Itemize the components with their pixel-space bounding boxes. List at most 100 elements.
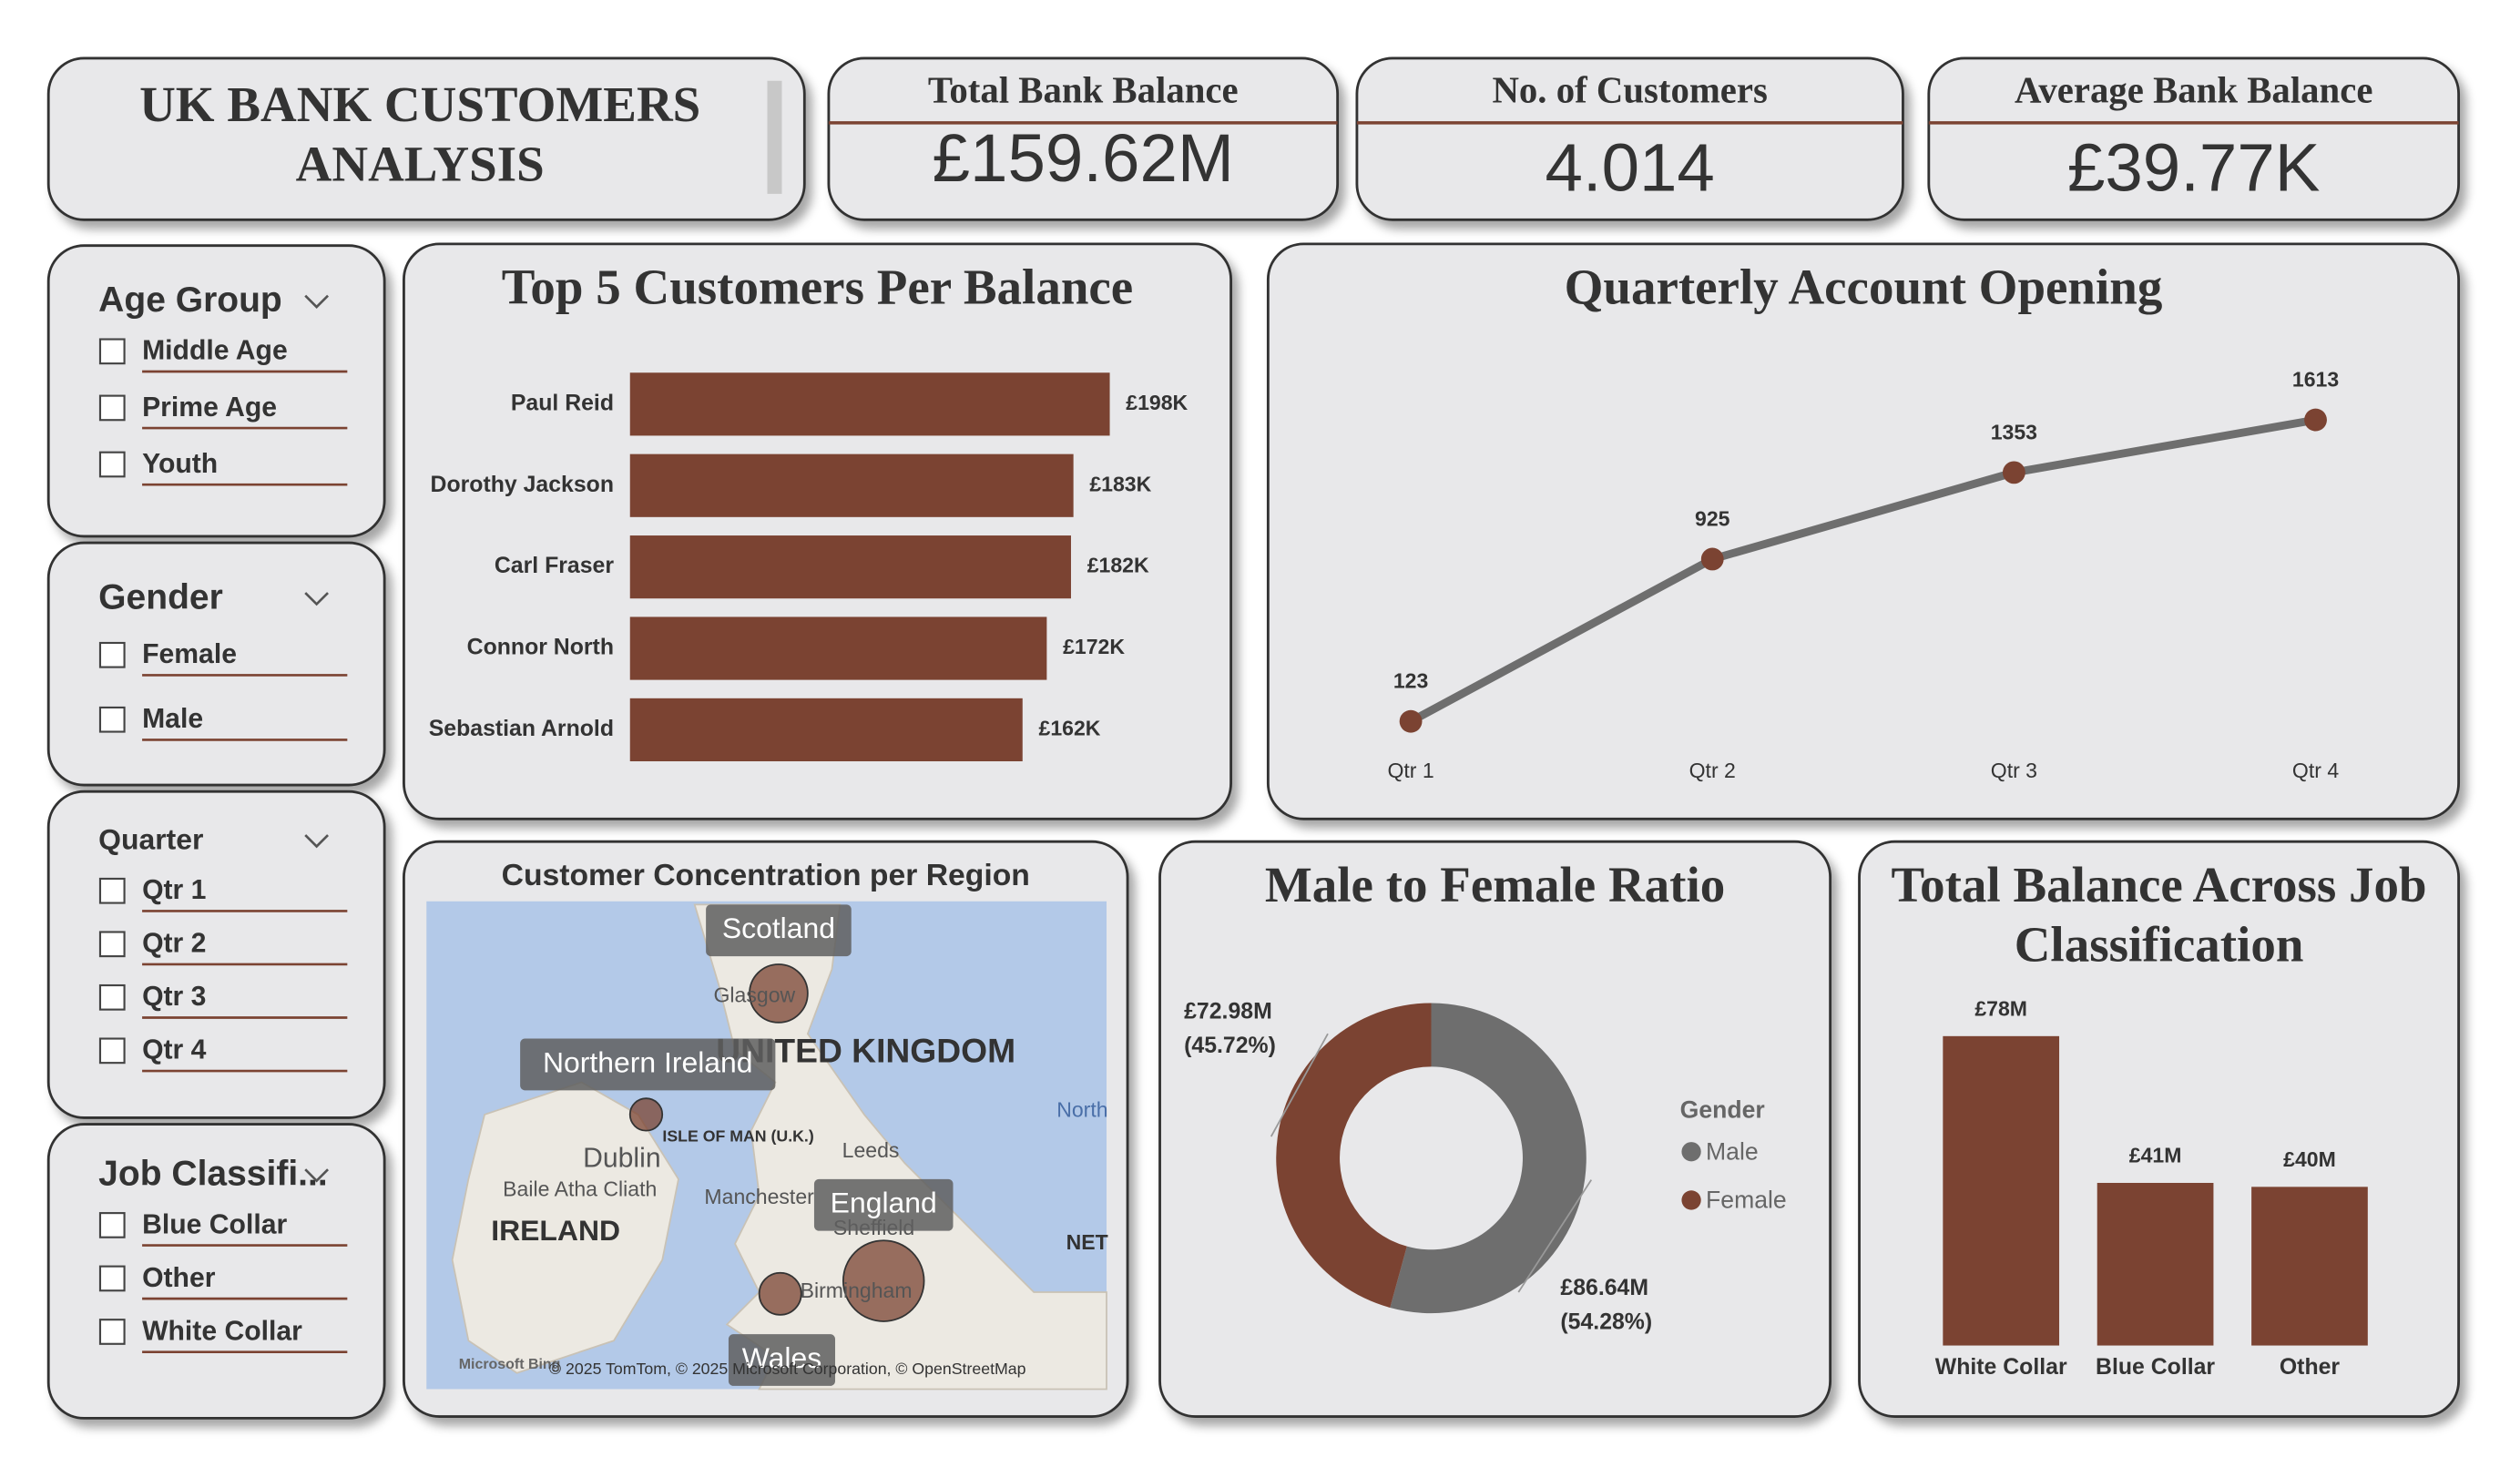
x-tick-label: Other	[2280, 1355, 2341, 1380]
data-label: £172K	[1063, 635, 1125, 658]
slicer-checkbox[interactable]	[98, 877, 126, 904]
bar	[629, 616, 1047, 680]
chart-title-box: Total Balance Across Job Classification	[1891, 856, 2427, 973]
slicer-panel	[46, 1123, 386, 1420]
slicer-title: Gender	[98, 577, 223, 616]
marker	[1700, 547, 1724, 571]
slicer-checkbox[interactable]	[98, 983, 126, 1011]
scroll-bar	[767, 80, 782, 194]
place-label: Birmingham	[801, 1279, 913, 1302]
marker	[2304, 408, 2327, 432]
y-tick-label: Sebastian Arnold	[429, 717, 614, 741]
data-label: 123	[1393, 669, 1428, 693]
region-tag	[728, 1334, 836, 1386]
y-tick-label: Dorothy Jackson	[431, 473, 614, 497]
slicer-checkbox[interactable]	[98, 1212, 126, 1238]
data-label: £41M	[2129, 1144, 2182, 1167]
slicer-panel	[46, 244, 386, 538]
place-label: NET	[1066, 1230, 1108, 1254]
place-label: Glasgow	[713, 983, 795, 1007]
map-bubble	[628, 1097, 664, 1132]
slicer-title: Age Group	[98, 280, 282, 320]
place-label: Leeds	[842, 1138, 900, 1162]
slicer-checkbox[interactable]	[98, 641, 126, 668]
data-label: (45.72%)	[1184, 1034, 1276, 1058]
slicer-option[interactable]: Middle Age	[142, 336, 288, 366]
leader-line	[1270, 1033, 1329, 1137]
slicer-option[interactable]: Other	[142, 1263, 216, 1293]
place-label: IRELAND	[491, 1214, 620, 1247]
y-tick-label: Connor North	[467, 636, 614, 660]
x-tick-label: Qtr 3	[1991, 759, 2037, 782]
map-bubble	[749, 963, 809, 1024]
bar	[629, 372, 1110, 436]
slicer-option[interactable]: Blue Collar	[142, 1209, 287, 1239]
y-tick-label: Carl Fraser	[495, 554, 614, 578]
region-label: Scotland	[722, 912, 835, 944]
data-label: £78M	[1974, 997, 2027, 1021]
donut-slice	[1276, 1003, 1432, 1308]
slicer-checkbox[interactable]	[98, 931, 126, 958]
slicer-checkbox[interactable]	[98, 451, 126, 478]
slicer-option[interactable]: Female	[142, 639, 237, 669]
line	[1408, 415, 2317, 726]
slicer-chevron	[304, 1168, 330, 1183]
slicer-chevron	[304, 834, 330, 849]
place-label: North	[1056, 1097, 1107, 1121]
bar	[629, 698, 1023, 762]
map-land	[451, 1081, 679, 1374]
slicer-checkbox[interactable]	[98, 706, 126, 733]
kpi-card	[1927, 56, 2461, 221]
bar	[2251, 1187, 2368, 1346]
slicer-checkbox[interactable]	[98, 1319, 126, 1345]
data-label: £72.98M	[1184, 1000, 1272, 1024]
data-label: (54.28%)	[1560, 1309, 1652, 1334]
chart-panel	[1266, 242, 2461, 820]
region-tag	[706, 904, 852, 957]
data-label: £182K	[1087, 554, 1149, 577]
legend-marker	[1681, 1142, 1701, 1162]
chart-title-box: Male to Female Ratio	[1265, 856, 1725, 912]
data-label: £40M	[2283, 1147, 2336, 1171]
slicer-option[interactable]: Male	[142, 704, 203, 734]
place-label: ISLE OF MAN (U.K.)	[662, 1126, 813, 1145]
slicer-checkbox[interactable]	[98, 1265, 126, 1292]
slicer-checkbox[interactable]	[98, 394, 126, 422]
region-tag	[520, 1038, 776, 1091]
legend-title: Gender	[1680, 1095, 1765, 1123]
chart-title: Total Balance Across Job Classification	[1891, 856, 2427, 973]
slicer-option[interactable]: Qtr 4	[142, 1035, 207, 1065]
region-label: Wales	[742, 1341, 821, 1374]
slicer-checkbox[interactable]	[98, 1037, 126, 1065]
map-logo: Microsoft Bing	[459, 1357, 561, 1372]
slicer-option[interactable]: Qtr 1	[142, 875, 206, 905]
slicer-checkbox[interactable]	[98, 338, 126, 365]
slicer-option[interactable]: White Collar	[142, 1316, 302, 1346]
slicer-option[interactable]: Youth	[142, 449, 218, 479]
map-bubble	[842, 1239, 925, 1322]
x-tick-label: Qtr 1	[1387, 759, 1433, 782]
chart-title: Quarterly Account Opening	[1564, 258, 2163, 315]
slicer-title: Job Classifi...	[98, 1155, 328, 1194]
kpi-label: No. of Customers	[1492, 69, 1767, 110]
slicer-chevron	[304, 592, 330, 606]
region-tag	[813, 1178, 954, 1231]
place-label: Manchester	[704, 1185, 814, 1208]
slicer-option[interactable]: Prime Age	[142, 392, 277, 423]
kpi-value: 4.014	[1545, 130, 1714, 206]
chart-title: Customer Concentration per Region	[502, 858, 1030, 892]
place-label: Dublin	[583, 1144, 660, 1174]
slicer-panel	[46, 790, 386, 1119]
data-label: 1613	[2292, 368, 2339, 392]
legend-marker	[1681, 1190, 1701, 1210]
bar	[1943, 1035, 2060, 1346]
slicer-option[interactable]: Qtr 2	[142, 929, 206, 959]
x-tick-label: Qtr 4	[2292, 759, 2339, 782]
bar	[2097, 1182, 2214, 1346]
data-label: £162K	[1039, 717, 1101, 740]
data-label: £183K	[1089, 472, 1151, 495]
slicer-option[interactable]: Qtr 3	[142, 982, 206, 1012]
slicer-chevron	[304, 294, 330, 309]
